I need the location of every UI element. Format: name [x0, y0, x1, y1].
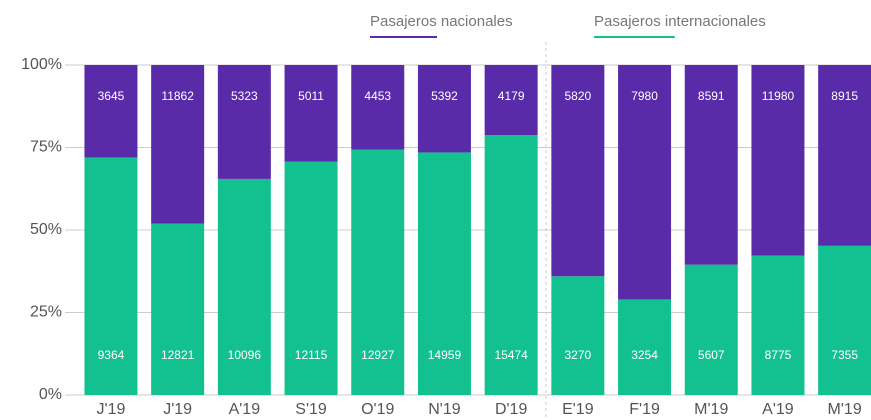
- value-label: 4453: [364, 89, 391, 103]
- y-tick-label: 0%: [39, 386, 62, 403]
- value-label: 7355: [831, 348, 858, 362]
- bar-segment: [284, 161, 338, 395]
- value-label: 3270: [564, 348, 591, 362]
- x-tick-label: A'19: [229, 401, 261, 418]
- x-tick-label: F'19: [629, 401, 660, 418]
- value-label: 5323: [231, 89, 258, 103]
- bar-segment: [351, 65, 405, 150]
- value-label: 15474: [494, 348, 528, 362]
- value-label: 10096: [228, 348, 262, 362]
- value-label: 7980: [631, 89, 658, 103]
- bar-segment: [551, 65, 605, 277]
- bar-segment: [484, 135, 538, 395]
- value-label: 8915: [831, 89, 858, 103]
- x-tick-label: J'19: [163, 401, 192, 418]
- value-label: 12115: [295, 348, 328, 362]
- value-label: 5607: [698, 348, 725, 362]
- bar-segment: [217, 178, 271, 395]
- bar-segment: [618, 65, 672, 300]
- bar-segment: [484, 65, 538, 136]
- x-tick-label: J'19: [97, 401, 126, 418]
- x-tick-label: D'19: [495, 401, 528, 418]
- value-label: 5392: [431, 89, 458, 103]
- bar-segment: [751, 65, 805, 256]
- value-label: 3645: [98, 89, 125, 103]
- bar-segment: [417, 152, 471, 395]
- bar-segment: [351, 149, 405, 395]
- value-label: 11862: [161, 89, 194, 103]
- value-label: 12927: [361, 348, 395, 362]
- y-tick-label: 100%: [21, 56, 62, 73]
- value-label: 12821: [161, 348, 195, 362]
- x-tick-label: O'19: [361, 401, 394, 418]
- bar-segment: [684, 65, 738, 265]
- bar-segment: [751, 255, 805, 395]
- value-label: 3254: [631, 348, 658, 362]
- x-tick-label: M'19: [828, 401, 862, 418]
- bar-segment: [551, 276, 605, 395]
- x-tick-label: S'19: [295, 401, 327, 418]
- value-label: 5011: [298, 89, 324, 103]
- x-tick-label: N'19: [428, 401, 461, 418]
- value-label: 14959: [428, 348, 462, 362]
- y-tick-label: 75%: [30, 139, 62, 156]
- legend-label: Pasajeros internacionales: [594, 13, 766, 30]
- x-tick-label: A'19: [762, 401, 794, 418]
- value-label: 5820: [564, 89, 591, 103]
- bar-segment: [151, 223, 205, 395]
- value-label: 8591: [698, 89, 725, 103]
- y-tick-label: 50%: [30, 221, 62, 238]
- bar-segment: [217, 65, 271, 179]
- bar-segment: [284, 65, 338, 162]
- value-label: 8775: [765, 348, 792, 362]
- bar-segment: [818, 65, 871, 246]
- x-tick-label: E'19: [562, 401, 594, 418]
- x-tick-label: M'19: [694, 401, 728, 418]
- bar-segment: [84, 65, 138, 158]
- bar-segment: [84, 157, 138, 395]
- bar-segment: [618, 299, 672, 395]
- value-label: 11980: [762, 89, 795, 103]
- value-label: 4179: [498, 89, 525, 103]
- bar-segment: [818, 245, 871, 395]
- y-tick-label: 25%: [30, 304, 62, 321]
- bar-segment: [684, 264, 738, 395]
- legend-label: Pasajeros nacionales: [370, 13, 513, 30]
- value-label: 9364: [98, 348, 125, 362]
- bar-segment: [417, 65, 471, 153]
- bar-segment: [151, 65, 205, 224]
